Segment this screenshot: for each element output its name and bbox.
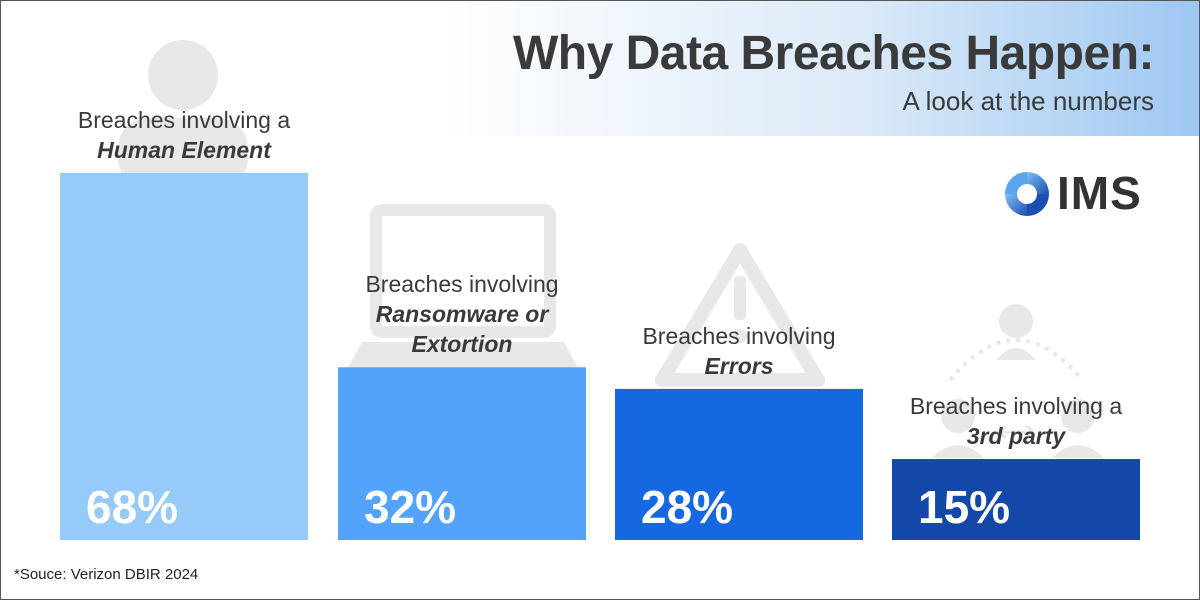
- ims-swirl-icon: [1005, 172, 1049, 216]
- bar-value-label-3: 28%: [641, 481, 734, 533]
- bar-2: [338, 367, 586, 540]
- bar-category-label-4: Breaches involving a 3rd party: [892, 391, 1140, 451]
- bar-value-label-4: 15%: [918, 481, 1011, 533]
- label-line: Errors: [704, 352, 774, 379]
- ims-logo: IMS: [1003, 166, 1163, 222]
- label-line: Breaches involving a: [77, 107, 291, 133]
- bar-category-label-2: Breaches involving Ransomware or Extortion: [338, 269, 586, 359]
- bar-category-label-3: Breaches involving Errors: [615, 321, 863, 381]
- chart-title: Why Data Breaches Happen:: [512, 27, 1155, 80]
- label-line: Breaches involving: [642, 322, 836, 349]
- bar-4: [892, 459, 1140, 540]
- bar-value-label-1: 68%: [86, 481, 179, 533]
- warning-icon: [655, 243, 825, 387]
- bar-category-label-1: Breaches involving a Human Element: [60, 105, 308, 165]
- bar-1: [60, 173, 308, 540]
- source-note: *Souce: Verizon DBIR 2024: [14, 566, 199, 583]
- laptop-icon: [348, 204, 578, 368]
- header-band: [439, 1, 1199, 136]
- label-line: Breaches involving: [365, 271, 559, 298]
- label-line: Human Element: [97, 137, 271, 163]
- chart-subtitle: A look at the numbers: [902, 86, 1154, 116]
- label-line: Extortion: [411, 331, 513, 358]
- bar-value-label-2: 32%: [364, 481, 457, 533]
- label-line: Breaches involving a: [909, 393, 1123, 420]
- third-party-icon: [932, 304, 1104, 458]
- person-icon: [118, 40, 248, 188]
- bar-3: [615, 388, 863, 540]
- label-line: 3rd party: [966, 423, 1066, 450]
- label-line: Ransomware or: [375, 301, 549, 328]
- logo-text: IMS: [1057, 167, 1142, 219]
